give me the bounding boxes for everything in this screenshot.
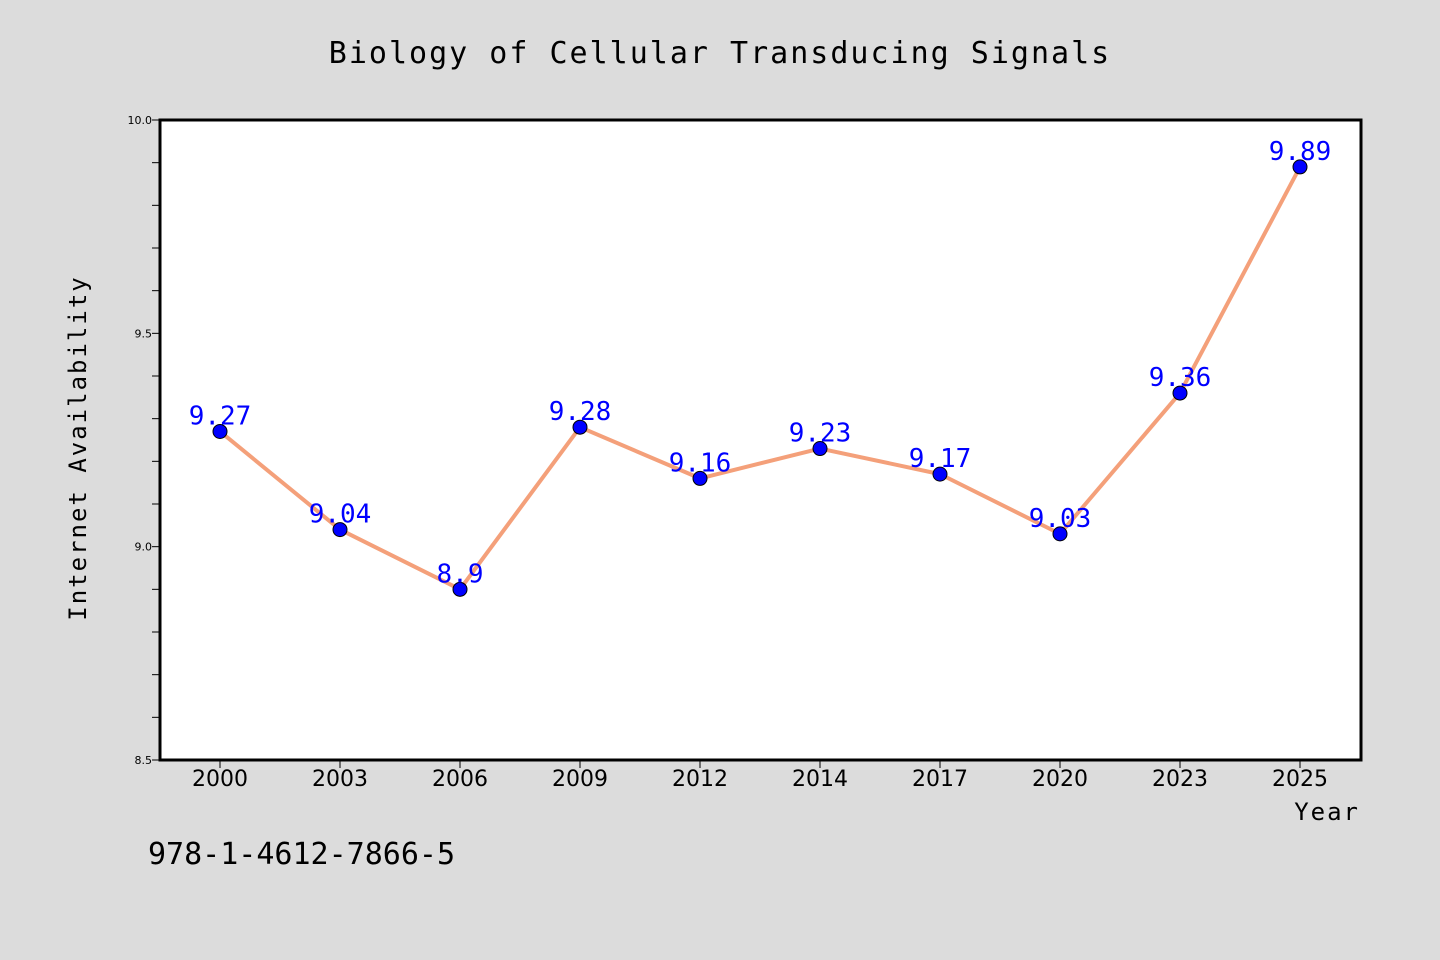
data-label: 9.28 — [549, 397, 612, 427]
data-point-marker — [212, 423, 228, 439]
x-tick-label: 2017 — [912, 767, 968, 792]
data-label: 8.9 — [437, 559, 484, 589]
data-point-marker — [452, 581, 468, 597]
data-label: 9.04 — [309, 500, 372, 530]
plot-area — [158, 118, 1363, 762]
y-tick-label: 9.5 — [135, 327, 153, 340]
data-label: 9.17 — [909, 444, 972, 474]
data-point-marker — [572, 419, 588, 435]
x-tick-label: 2009 — [552, 767, 608, 792]
data-point-marker — [1052, 526, 1068, 542]
y-axis-ticks: 8.5 9.0 9.5 10.0 — [128, 114, 159, 767]
x-tick-label: 2003 — [312, 767, 368, 792]
x-tick-label: 2000 — [192, 767, 248, 792]
x-tick-label: 2023 — [1152, 767, 1208, 792]
x-tick-label: 2020 — [1032, 767, 1088, 792]
data-label: 9.16 — [669, 448, 732, 478]
x-tick-label: 2025 — [1272, 767, 1328, 792]
data-point-marker — [932, 466, 948, 482]
x-axis-ticks: 2000 2003 2006 2009 2012 2014 2017 2020 2023 2025 — [192, 761, 1328, 792]
data-point-marker — [1172, 385, 1188, 401]
data-label: 9.27 — [189, 401, 252, 431]
x-tick-label: 2014 — [792, 767, 848, 792]
y-tick-label: 9.0 — [135, 541, 153, 554]
x-axis-label: Year — [1294, 798, 1360, 826]
data-point-marker — [692, 470, 708, 486]
data-point-marker — [1292, 159, 1308, 175]
y-axis-label: Internet Availability — [64, 275, 92, 620]
data-label: 9.36 — [1149, 363, 1212, 393]
data-label: 9.23 — [789, 419, 852, 449]
data-point-marker — [812, 441, 828, 457]
chart-title: Biology of Cellular Transducing Signals — [329, 36, 1111, 71]
y-tick-label: 10.0 — [128, 114, 153, 127]
x-tick-label: 2012 — [672, 767, 728, 792]
isbn-text: 978-1-4612-7866-5 — [148, 837, 455, 872]
data-point-marker — [332, 522, 348, 538]
data-label: 9.03 — [1029, 504, 1092, 534]
series-line — [218, 165, 1302, 592]
data-label: 9.89 — [1269, 137, 1332, 167]
x-tick-label: 2006 — [432, 767, 488, 792]
series-group: 9.27 9.04 8.9 9.28 9.16 9.23 9.17 9.03 9.36 9.89 — [189, 137, 1332, 597]
y-tick-label: 8.5 — [135, 754, 153, 767]
